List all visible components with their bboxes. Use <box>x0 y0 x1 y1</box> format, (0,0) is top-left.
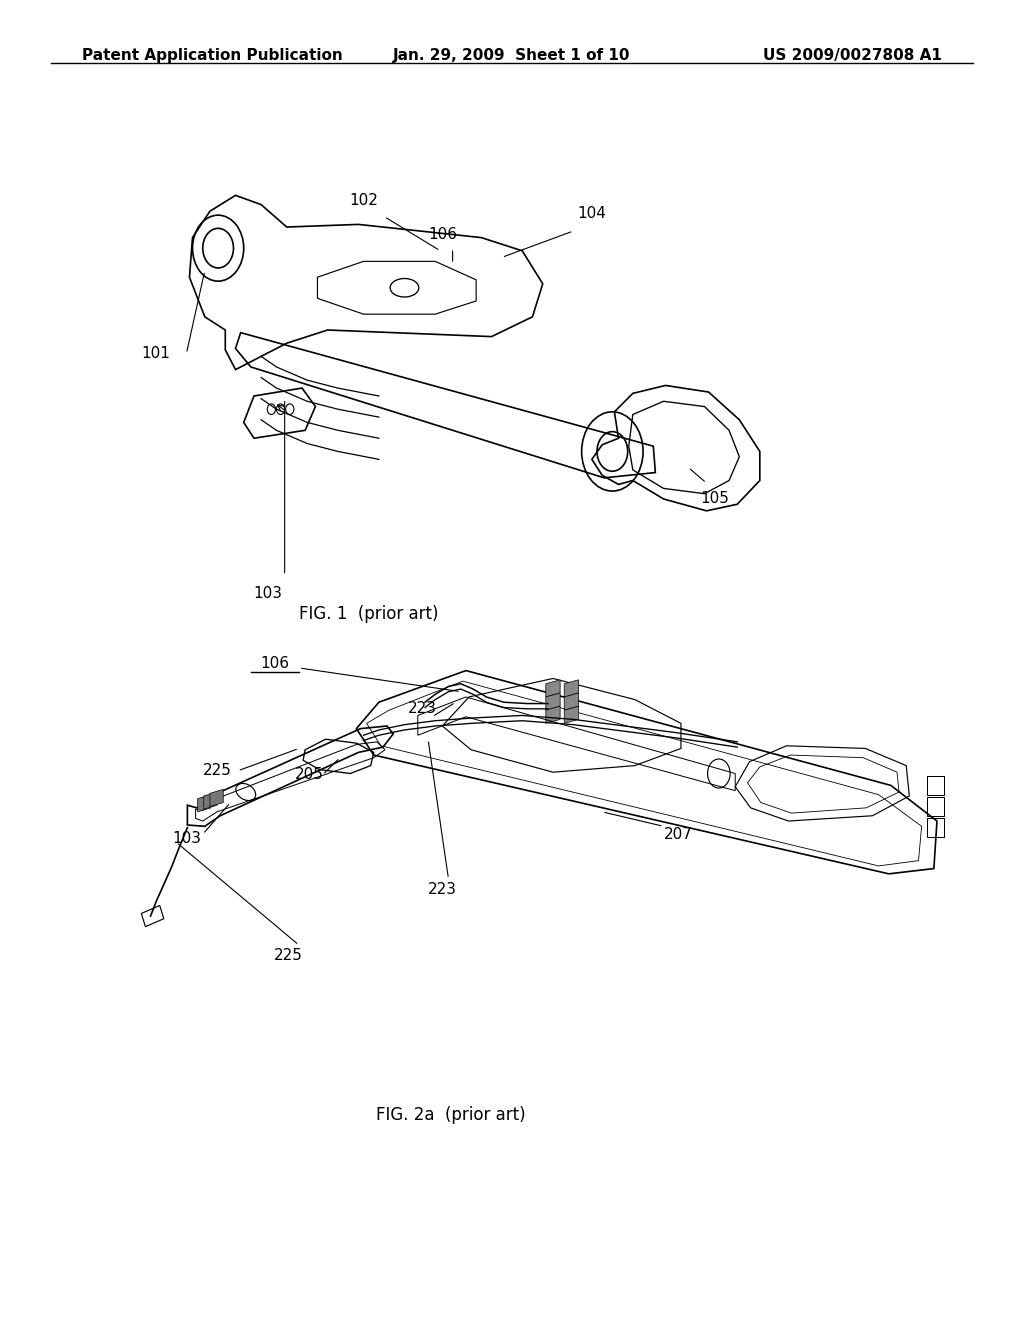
Text: 207: 207 <box>664 826 692 842</box>
Polygon shape <box>564 680 579 697</box>
Text: 106: 106 <box>260 656 289 672</box>
Text: 225: 225 <box>203 763 231 779</box>
Text: 103: 103 <box>172 830 201 846</box>
Text: FIG. 2a  (prior art): FIG. 2a (prior art) <box>376 1106 525 1125</box>
Polygon shape <box>564 706 579 723</box>
Text: 225: 225 <box>274 948 303 964</box>
Text: 101: 101 <box>141 346 170 362</box>
Text: 106: 106 <box>428 227 457 243</box>
Polygon shape <box>210 789 223 807</box>
Text: 223: 223 <box>428 882 457 898</box>
Polygon shape <box>546 680 560 697</box>
Polygon shape <box>546 693 560 710</box>
Text: 223: 223 <box>408 701 436 717</box>
Polygon shape <box>198 795 211 812</box>
Circle shape <box>286 404 294 414</box>
Text: Patent Application Publication: Patent Application Publication <box>82 48 343 62</box>
Text: 205: 205 <box>295 767 324 783</box>
Polygon shape <box>564 693 579 710</box>
Circle shape <box>267 404 275 414</box>
Circle shape <box>276 404 285 414</box>
Text: 102: 102 <box>349 193 378 209</box>
Polygon shape <box>204 792 217 809</box>
Text: 104: 104 <box>578 206 606 222</box>
Text: FIG. 1  (prior art): FIG. 1 (prior art) <box>299 605 438 623</box>
Text: 103: 103 <box>254 586 283 602</box>
Text: US 2009/0027808 A1: US 2009/0027808 A1 <box>763 48 942 62</box>
Polygon shape <box>546 706 560 723</box>
Text: Jan. 29, 2009  Sheet 1 of 10: Jan. 29, 2009 Sheet 1 of 10 <box>393 48 631 62</box>
Text: 105: 105 <box>700 491 729 507</box>
